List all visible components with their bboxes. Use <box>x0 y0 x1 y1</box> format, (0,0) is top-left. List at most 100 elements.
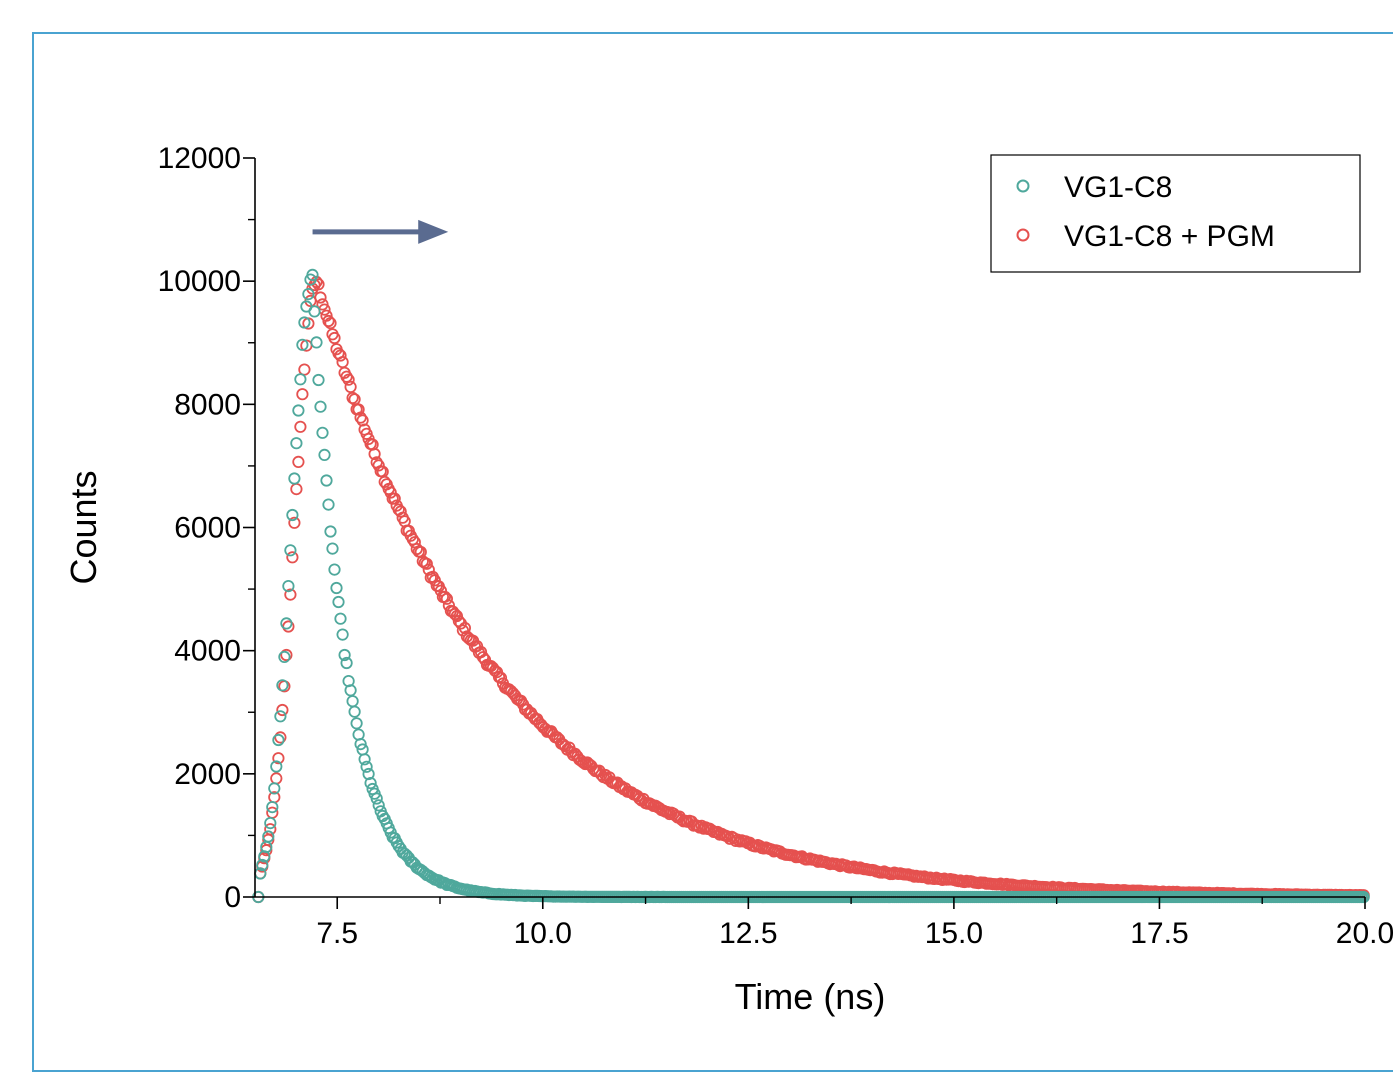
annotations <box>312 219 449 244</box>
data-point <box>288 472 301 485</box>
data-point <box>344 380 357 393</box>
data-point <box>256 858 269 872</box>
data-point <box>494 671 508 685</box>
data-point <box>420 557 433 570</box>
data-point <box>352 403 365 416</box>
x-ticks: 7.5 10.0 12.5 15.0 17.5 20.0 <box>316 897 1393 950</box>
data-point <box>264 823 277 836</box>
data-point <box>595 768 608 781</box>
y-tick-label: 10000 <box>158 265 241 298</box>
x-tick-label: 17.5 <box>1130 917 1188 950</box>
x-tick-label: 12.5 <box>719 917 777 950</box>
x-tick-label: 20.0 <box>1336 917 1393 950</box>
data-point <box>294 373 307 386</box>
axes: 0 2000 4000 6000 8000 10000 12000 7.5 10.0 12.5 1… <box>158 142 1393 950</box>
data-point <box>338 648 351 662</box>
data-point <box>290 482 303 496</box>
data-point <box>354 411 367 424</box>
y-ticks: 0 2000 4000 6000 8000 10000 12000 <box>158 142 255 914</box>
data-point <box>296 388 309 401</box>
data-point <box>286 508 299 522</box>
x-tick-label: 15.0 <box>925 917 983 950</box>
y-tick-label: 6000 <box>174 512 241 545</box>
data-point <box>280 617 293 630</box>
data-point <box>332 595 345 609</box>
data-point <box>488 664 502 677</box>
data-point <box>316 298 329 311</box>
data-point <box>276 703 289 717</box>
data-point <box>292 404 305 417</box>
data-point <box>328 331 341 345</box>
data-point <box>551 731 564 744</box>
data-point <box>272 733 285 747</box>
data-point <box>428 574 441 587</box>
data-point <box>400 849 413 862</box>
data-point <box>274 731 287 744</box>
data-point <box>348 705 361 718</box>
data-point <box>434 584 447 597</box>
data-point <box>314 291 327 304</box>
legend-label-vg1-c8-pgm: VG1-C8 + PGM <box>1064 220 1275 253</box>
x-axis-title: Time (ns) <box>735 976 886 1017</box>
data-point <box>308 305 321 318</box>
data-point <box>442 599 455 612</box>
data-point <box>368 447 381 461</box>
data-point <box>372 459 385 472</box>
data-point <box>282 579 295 593</box>
data-point <box>270 760 283 773</box>
data-point <box>316 426 329 439</box>
data-point <box>262 830 275 843</box>
data-point <box>370 792 383 805</box>
data-point <box>274 710 287 723</box>
data-point <box>322 498 335 511</box>
y-tick-label: 12000 <box>158 142 241 175</box>
data-point <box>384 486 397 499</box>
data-point <box>340 656 353 670</box>
data-point <box>324 525 337 538</box>
legend-marker-vg1-c8-pgm <box>1016 228 1030 242</box>
data-point <box>288 516 301 529</box>
plot-area <box>252 268 1370 904</box>
y-tick-label: 0 <box>224 881 241 914</box>
y-axis-title: Counts <box>63 470 104 584</box>
data-point <box>440 592 453 605</box>
data-point <box>314 400 327 413</box>
x-tick-label: 7.5 <box>316 917 358 950</box>
legend-label-vg1-c8: VG1-C8 <box>1064 171 1172 204</box>
data-point <box>266 800 279 814</box>
data-point <box>322 314 335 328</box>
data-point <box>270 772 283 785</box>
data-point <box>264 816 277 830</box>
data-point <box>456 624 469 637</box>
data-point <box>458 621 471 635</box>
data-point <box>302 287 315 301</box>
data-point <box>272 752 285 765</box>
data-point <box>398 847 411 860</box>
data-point <box>268 782 281 795</box>
data-point <box>320 474 333 487</box>
x-tick-label: 10.0 <box>514 917 572 950</box>
series-vg1-c8 <box>252 268 1370 904</box>
legend-marker-vg1-c8 <box>1016 179 1030 193</box>
data-point <box>354 737 367 751</box>
data-point <box>292 455 305 468</box>
data-point <box>306 268 319 281</box>
data-point <box>290 437 303 450</box>
data-point <box>364 776 377 790</box>
data-point <box>392 839 405 853</box>
y-tick-label: 4000 <box>174 635 241 668</box>
data-point <box>334 612 347 625</box>
data-point <box>334 349 347 362</box>
data-point <box>350 717 363 730</box>
y-tick-label: 8000 <box>174 388 241 421</box>
legend-box <box>990 154 1361 273</box>
data-point <box>280 648 293 662</box>
data-point <box>667 807 680 820</box>
data-point <box>326 542 339 555</box>
data-point <box>278 650 291 664</box>
data-point <box>346 695 359 708</box>
data-point <box>284 544 297 557</box>
data-point <box>284 588 297 601</box>
data-point <box>328 563 341 576</box>
